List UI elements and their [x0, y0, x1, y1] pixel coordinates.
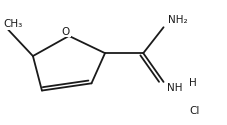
- Text: O: O: [61, 27, 69, 37]
- Text: NH: NH: [166, 83, 182, 93]
- Text: Cl: Cl: [189, 106, 199, 116]
- Text: NH₂: NH₂: [167, 15, 187, 25]
- Text: H: H: [189, 78, 196, 88]
- Text: CH₃: CH₃: [4, 19, 23, 29]
